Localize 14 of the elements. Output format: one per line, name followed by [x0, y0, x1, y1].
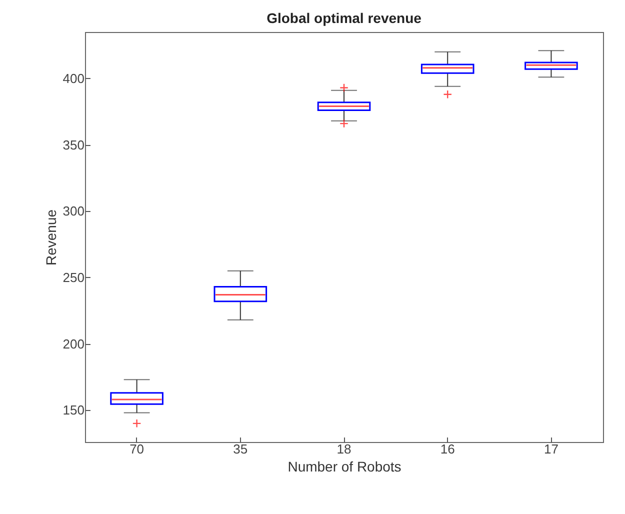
y-tick-label: 150 — [62, 402, 84, 418]
x-tick-label: 18 — [336, 442, 352, 456]
x-tick-label: 17 — [544, 442, 558, 456]
x-tick-label: 16 — [440, 442, 455, 456]
x-axis-title: Number of Robots — [288, 458, 402, 474]
y-tick-label: 350 — [62, 137, 84, 152]
chart-title: Global optimal revenue — [266, 10, 422, 26]
y-tick-label: 400 — [62, 70, 84, 86]
x-tick-label: 35 — [233, 442, 248, 456]
y-axis-title: Revenue — [42, 209, 59, 266]
y-tick-label: 300 — [62, 204, 84, 219]
y-tick-label: 200 — [62, 336, 84, 352]
y-tick-label: 250 — [62, 270, 84, 285]
x-tick-label: 70 — [130, 442, 144, 456]
